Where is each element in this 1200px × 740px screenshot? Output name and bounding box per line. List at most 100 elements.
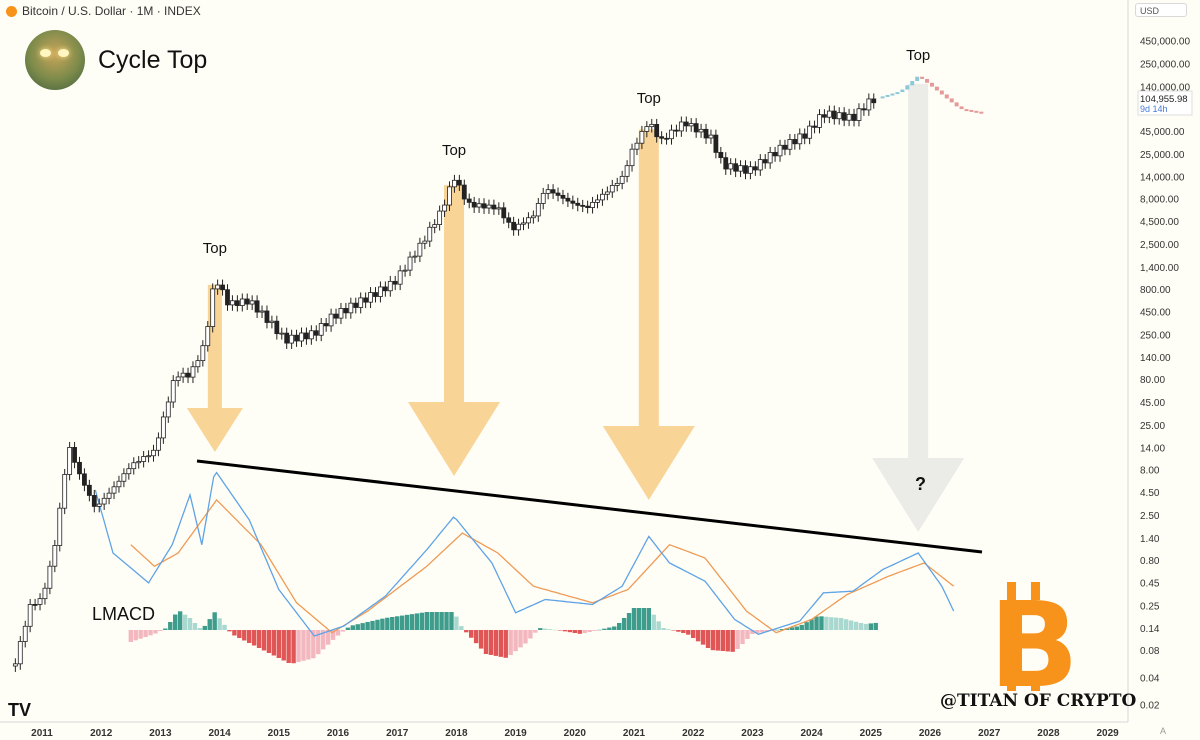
candle-body [565, 197, 571, 202]
symbol-text: Bitcoin / U.S. Dollar · 1M · INDEX [22, 4, 201, 18]
candle-body [52, 545, 58, 567]
histogram-bar [666, 629, 671, 630]
candle-body [570, 200, 576, 204]
histogram-bar [454, 616, 459, 630]
histogram-bar [449, 612, 454, 630]
candle-body [422, 240, 428, 244]
x-tick-label: 2011 [31, 728, 53, 739]
candle-body [521, 222, 526, 225]
candle-body [412, 255, 418, 258]
histogram-bar [301, 630, 306, 661]
chart-title: Cycle Top [98, 46, 208, 74]
candle-body [22, 625, 28, 642]
candle-body [42, 587, 48, 600]
histogram-bar [577, 630, 582, 634]
histogram-bar [552, 629, 558, 631]
histogram-bar [330, 630, 336, 640]
candle-body [185, 372, 191, 378]
histogram-bar [444, 612, 449, 630]
bitcoin-symbol-icon [6, 5, 17, 17]
candle-body [713, 134, 719, 153]
histogram-bar [799, 624, 804, 630]
candle-body [718, 152, 724, 159]
cycle-arrow [872, 83, 965, 532]
candle-body [442, 204, 447, 212]
histogram-bar [671, 630, 676, 631]
candle-body [733, 163, 739, 172]
projected-candle [959, 106, 964, 110]
candle-body [792, 139, 798, 145]
candle-body [703, 128, 709, 139]
x-tick-label: 2026 [919, 728, 942, 739]
symbol-header[interactable]: Bitcoin / U.S. Dollar · 1M · INDEX [6, 2, 201, 20]
tradingview-logo-icon[interactable]: TV [8, 700, 32, 720]
candle-body [826, 110, 832, 118]
auto-scale-button[interactable]: A [1160, 726, 1167, 736]
candle-body [575, 202, 581, 206]
candle-body [456, 179, 462, 186]
candle-body [397, 270, 403, 285]
histogram-bar [720, 630, 725, 651]
histogram-bar [848, 620, 854, 630]
histogram-bar [498, 630, 503, 657]
histogram-bar [809, 619, 814, 630]
histogram-bar [710, 630, 716, 651]
y-tick-label: 1.40 [1140, 534, 1160, 545]
candle-body [817, 114, 822, 128]
candle-body [688, 123, 694, 127]
histogram-bar [168, 622, 173, 630]
projected-candle [944, 94, 949, 99]
candle-body [274, 320, 280, 335]
histogram-bar [365, 622, 370, 630]
x-tick-label: 2016 [327, 728, 350, 739]
candle-body [674, 129, 679, 132]
candle-body [491, 204, 497, 210]
histogram-bar [676, 630, 681, 632]
candle-body [180, 372, 186, 378]
histogram-bar [296, 630, 301, 662]
histogram-bar [395, 616, 400, 630]
candle-body [797, 133, 803, 145]
candle-body [871, 98, 877, 104]
y-tick-label: 80.00 [1140, 375, 1165, 386]
candle-body [328, 313, 334, 327]
candle-body [669, 129, 674, 140]
cycle-top-arrows [186, 83, 965, 532]
candle-body [57, 507, 63, 546]
histogram-bar [399, 615, 405, 630]
candle-body [600, 193, 605, 201]
candle-body [678, 121, 684, 132]
candle-body [230, 300, 235, 306]
candle-body [501, 207, 507, 219]
cycle-arrow [408, 185, 501, 476]
x-tick-label: 2019 [504, 728, 527, 739]
histogram-bar [128, 630, 133, 642]
histogram-bar [587, 630, 592, 632]
candle-body [654, 123, 660, 138]
candle-body [432, 224, 438, 228]
candle-body [629, 148, 635, 167]
histogram-bar [513, 630, 518, 652]
candle-body [111, 486, 117, 494]
y-tick-label: 25,000.00 [1140, 150, 1185, 161]
candle-body [866, 98, 872, 111]
histogram-bar [636, 608, 642, 630]
histogram-bar [819, 616, 824, 630]
candle-body [62, 474, 68, 509]
candle-body [762, 159, 768, 164]
candle-body [244, 298, 250, 305]
histogram-bar [873, 622, 878, 630]
histogram-bar [834, 617, 839, 630]
candle-body [160, 416, 166, 439]
histogram-bar [197, 628, 203, 630]
histogram-bar [345, 627, 351, 630]
currency-select[interactable]: USD [1135, 3, 1187, 17]
histogram-bar [311, 630, 316, 659]
histogram-bar [774, 629, 780, 631]
histogram-bar [133, 630, 138, 641]
histogram-bar [695, 630, 701, 642]
candle-body [225, 289, 230, 306]
candle-body [486, 204, 492, 209]
y-tick-label: 800.00 [1140, 285, 1171, 296]
candle-body [585, 205, 591, 208]
